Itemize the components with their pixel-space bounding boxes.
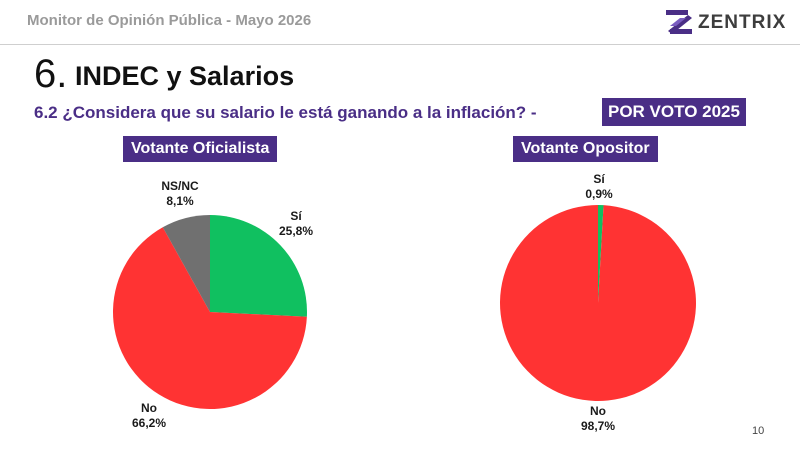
slice-label-0-2: NS/NC	[161, 179, 199, 193]
pie-slice-0-2	[162, 215, 210, 312]
slice-value-1-1: 98,7%	[581, 419, 615, 433]
slice-label-1-1: No	[590, 404, 606, 418]
zentrix-logo: ZENTRIX	[664, 6, 794, 38]
panel-title-oficialista: Votante Oficialista	[123, 136, 278, 162]
pie-slice-0-1	[112, 227, 307, 409]
slice-label-0-1: No	[141, 401, 157, 415]
section-title: INDEC y Salarios	[75, 61, 295, 91]
pie-slice-1-0	[598, 205, 604, 303]
slice-value-0-1: 66,2%	[132, 416, 166, 430]
section-number: 6.	[34, 52, 68, 96]
vote-badge: POR VOTO 2025	[602, 98, 746, 126]
slice-label-0-0: Sí	[290, 209, 302, 223]
pie-slice-0-0	[210, 215, 307, 317]
slice-value-0-2: 8,1%	[166, 194, 194, 208]
header-divider	[0, 44, 800, 45]
slice-value-1-0: 0,9%	[585, 187, 613, 201]
top-bar: Monitor de Opinión Pública - Mayo 2026 Z…	[0, 0, 800, 45]
pie-slice-1-1	[499, 205, 696, 401]
panel-title-opositor: Votante Opositor	[513, 136, 658, 162]
zentrix-logo-icon	[666, 10, 692, 34]
slice-label-1-0: Sí	[593, 172, 605, 186]
question-text: 6.2 ¿Considera que su salario le está ga…	[34, 103, 537, 122]
page-number: 10	[752, 425, 765, 437]
logo-text: ZENTRIX	[698, 12, 787, 33]
report-title: Monitor de Opinión Pública - Mayo 2026	[27, 12, 312, 29]
slice-value-0-0: 25,8%	[279, 224, 313, 238]
